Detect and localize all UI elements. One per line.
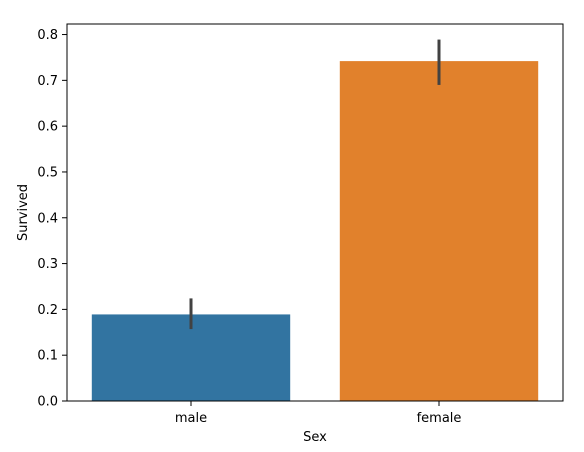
bar-female — [339, 61, 539, 402]
y-tick-label: 0.3 — [37, 257, 58, 272]
bars-group — [91, 61, 539, 402]
y-tick-label: 0.0 — [37, 395, 58, 410]
y-tick-label: 0.7 — [37, 74, 58, 89]
x-tick-label-male: male — [175, 411, 207, 426]
y-axis: 0.0 0.1 0.2 0.3 0.4 0.5 0.6 0.7 0.8 — [37, 28, 67, 410]
y-axis-label: Survived — [16, 184, 31, 241]
plot-frame — [66, 23, 564, 402]
y-tick-label: 0.8 — [37, 28, 58, 43]
x-tick-label-female: female — [417, 411, 462, 426]
x-axis-label: Sex — [303, 430, 327, 445]
y-tick-label: 0.6 — [37, 120, 58, 135]
x-axis: male female — [175, 401, 462, 426]
error-bars-group — [189, 39, 441, 330]
y-tick-label: 0.1 — [37, 349, 58, 364]
y-tick-label: 0.4 — [37, 211, 58, 226]
y-tick-label: 0.5 — [37, 165, 58, 180]
y-tick-label: 0.2 — [37, 303, 58, 318]
